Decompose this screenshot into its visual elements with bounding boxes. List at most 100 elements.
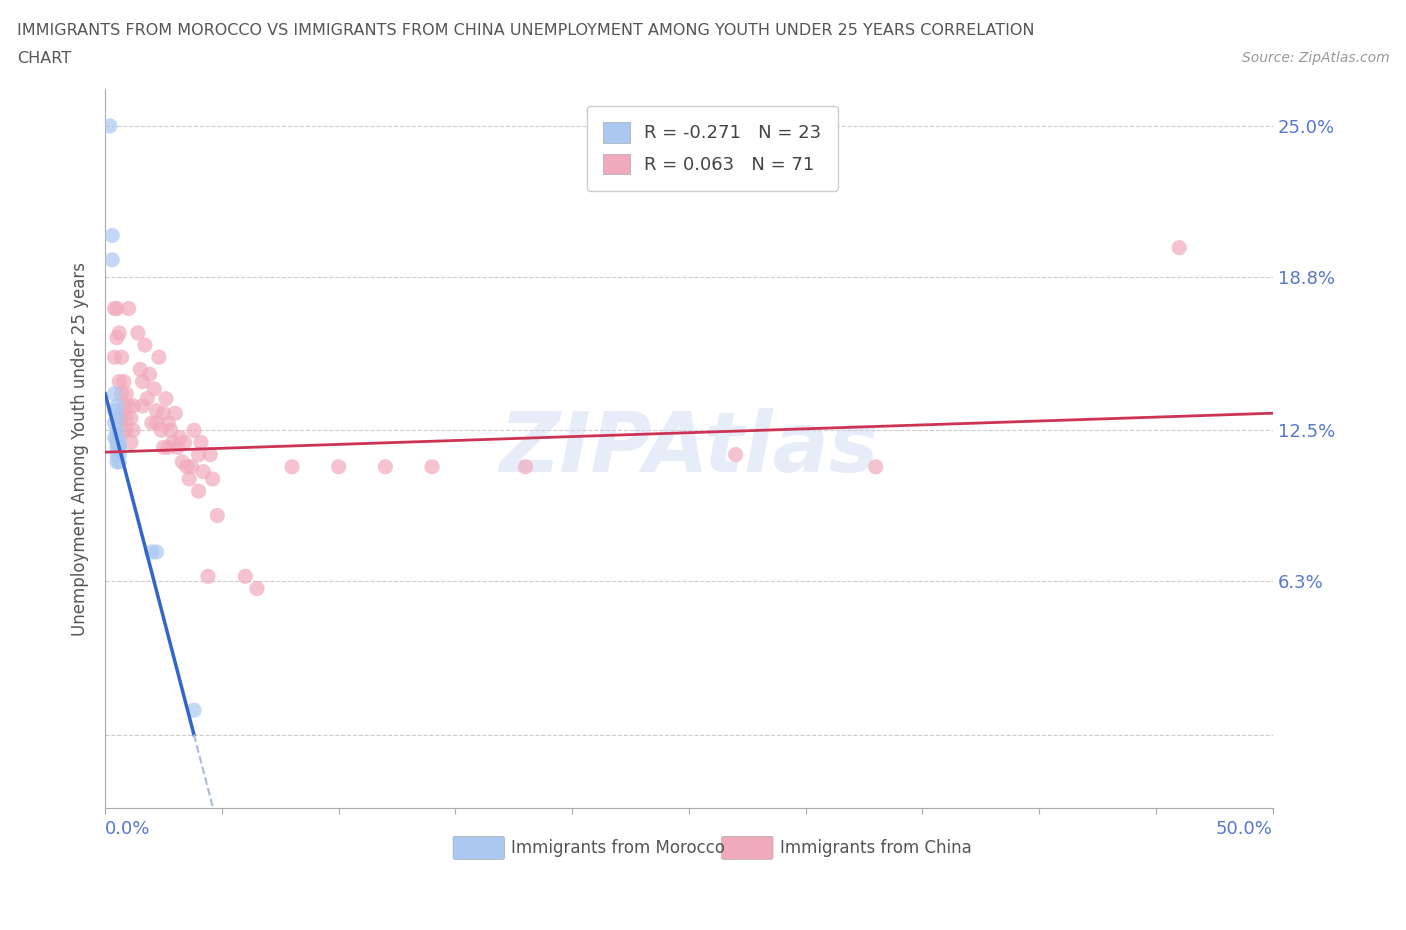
Point <box>115 386 138 401</box>
Point <box>155 392 177 406</box>
Point <box>110 411 132 426</box>
Point <box>108 374 131 389</box>
Point <box>180 459 202 474</box>
Point <box>515 459 537 474</box>
Text: 0.0%: 0.0% <box>105 820 150 838</box>
Point <box>112 398 135 413</box>
FancyBboxPatch shape <box>721 836 773 859</box>
Point <box>176 459 198 474</box>
Point <box>103 416 125 431</box>
Point <box>120 435 142 450</box>
Point <box>136 392 159 406</box>
Point <box>105 447 128 462</box>
Text: Source: ZipAtlas.com: Source: ZipAtlas.com <box>1241 51 1389 65</box>
Point <box>122 423 145 438</box>
Point <box>246 581 269 596</box>
Point <box>115 411 138 426</box>
Point <box>190 435 212 450</box>
Point <box>110 350 132 365</box>
Point <box>131 398 153 413</box>
Point <box>143 381 166 396</box>
Point <box>150 423 173 438</box>
Point <box>145 416 167 431</box>
Point <box>105 455 128 470</box>
Text: Immigrants from China: Immigrants from China <box>780 839 972 857</box>
Point <box>105 423 128 438</box>
Point <box>112 423 135 438</box>
Point <box>103 301 125 316</box>
Point <box>138 366 160 381</box>
Point <box>103 350 125 365</box>
Point <box>145 545 167 560</box>
Point <box>108 440 131 455</box>
Point <box>162 435 184 450</box>
Point <box>122 398 145 413</box>
Point <box>117 301 139 316</box>
Point <box>724 447 747 462</box>
Point <box>183 703 205 718</box>
Point <box>105 398 128 413</box>
Point <box>157 440 180 455</box>
Point <box>1168 240 1191 255</box>
Point <box>108 447 131 462</box>
Point <box>105 301 128 316</box>
Text: 50.0%: 50.0% <box>1216 820 1272 838</box>
Point <box>281 459 304 474</box>
Text: IMMIGRANTS FROM MOROCCO VS IMMIGRANTS FROM CHINA UNEMPLOYMENT AMONG YOUTH UNDER : IMMIGRANTS FROM MOROCCO VS IMMIGRANTS FR… <box>17 23 1035 38</box>
Point <box>105 430 128 445</box>
Point <box>328 459 350 474</box>
Point <box>129 362 152 377</box>
Point <box>101 228 124 243</box>
Point <box>103 386 125 401</box>
Point <box>207 508 229 523</box>
Point <box>141 416 163 431</box>
Point <box>117 398 139 413</box>
Point <box>120 411 142 426</box>
Point <box>374 459 396 474</box>
Point <box>103 430 125 445</box>
Point <box>131 374 153 389</box>
Point <box>110 386 132 401</box>
Y-axis label: Unemployment Among Youth under 25 years: Unemployment Among Youth under 25 years <box>72 261 89 635</box>
Text: Immigrants from Morocco: Immigrants from Morocco <box>512 839 725 857</box>
Point <box>187 484 209 498</box>
Point <box>145 404 167 418</box>
Point <box>157 416 180 431</box>
Point <box>183 423 205 438</box>
Point <box>169 430 191 445</box>
Point <box>865 459 887 474</box>
Text: ZIPAtlas: ZIPAtlas <box>499 408 879 489</box>
Point <box>108 435 131 450</box>
FancyBboxPatch shape <box>453 836 505 859</box>
Point <box>103 404 125 418</box>
Point <box>173 435 195 450</box>
Point <box>108 411 131 426</box>
Point <box>141 545 163 560</box>
Point <box>98 118 121 133</box>
Point <box>172 455 194 470</box>
Point <box>200 447 222 462</box>
Legend: R = -0.271   N = 23, R = 0.063   N = 71: R = -0.271 N = 23, R = 0.063 N = 71 <box>586 106 838 191</box>
Point <box>159 423 181 438</box>
Point <box>105 435 128 450</box>
Point <box>105 411 128 426</box>
Point <box>108 326 131 340</box>
Point <box>420 459 443 474</box>
Point <box>197 569 219 584</box>
Point <box>152 440 174 455</box>
Point <box>101 252 124 267</box>
Point <box>165 405 187 420</box>
Point <box>105 440 128 455</box>
Point <box>201 472 224 486</box>
Point <box>233 569 256 584</box>
Point <box>148 350 170 365</box>
Point <box>108 440 131 455</box>
Point <box>124 46 146 60</box>
Point <box>179 472 201 486</box>
Point <box>127 326 149 340</box>
Point <box>112 374 135 389</box>
Point <box>105 330 128 345</box>
Point <box>115 423 138 438</box>
Point <box>187 447 209 462</box>
Point <box>134 338 156 352</box>
